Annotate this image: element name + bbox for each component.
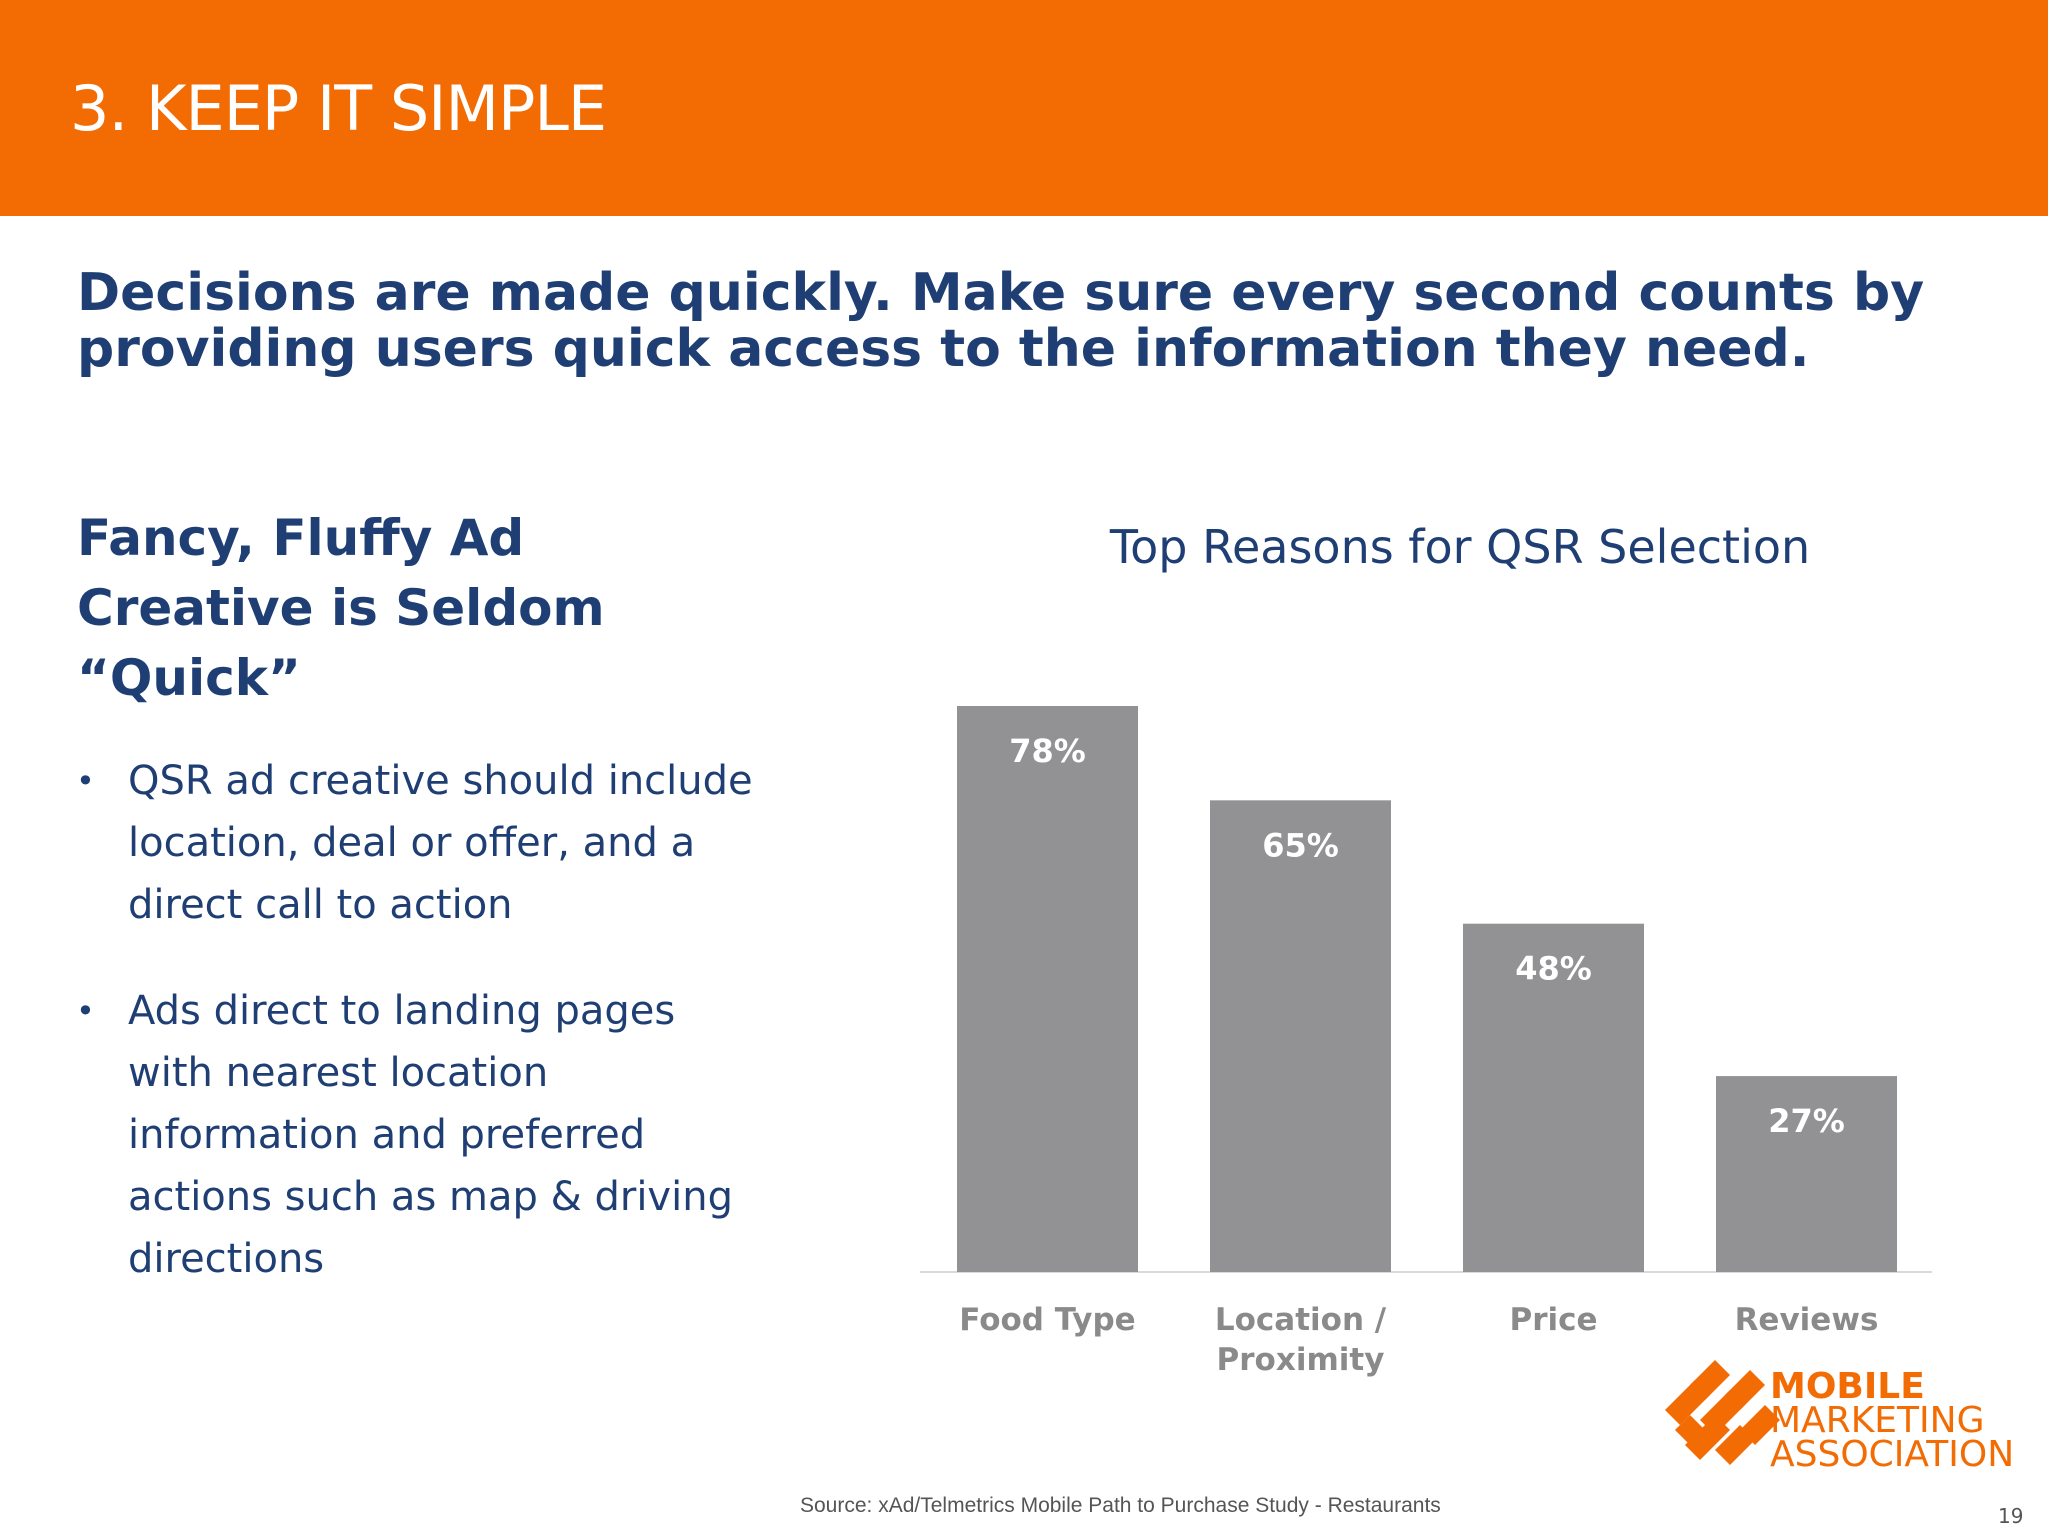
bar-food-type — [957, 706, 1138, 1272]
subhead-line-1: Fancy, Fluffy Ad — [77, 509, 525, 567]
logo-line-2: MARKETING — [1770, 1400, 1985, 1441]
bar-price — [1463, 923, 1644, 1272]
bar-location-proximity — [1210, 800, 1391, 1272]
x-tick-label: Proximity — [1217, 1342, 1385, 1378]
logo-line-1: MOBILE — [1770, 1366, 1925, 1407]
x-tick-label: Food Type — [959, 1302, 1135, 1338]
bar-reviews — [1716, 1076, 1897, 1272]
x-tick-label: Reviews — [1735, 1302, 1879, 1338]
bullet-line: directions — [128, 1236, 325, 1282]
headline-line-2: providing users quick access to the info… — [77, 319, 1810, 379]
subhead-line-3: “Quick” — [77, 649, 301, 707]
data-label: 78% — [1009, 732, 1086, 770]
x-tick-label: Price — [1509, 1302, 1597, 1338]
mma-logo-icon — [1665, 1360, 1780, 1465]
bullet-line: with nearest location — [128, 1050, 549, 1096]
bullet-list: • QSR ad creative should include locatio… — [72, 750, 832, 1334]
bullet-item: • Ads direct to landing pages with neare… — [72, 980, 832, 1290]
bullet-line: location, deal or offer, and a — [128, 820, 696, 866]
data-label: 65% — [1262, 826, 1339, 864]
subhead: Fancy, Fluffy Ad Creative is Seldom “Qui… — [77, 503, 717, 713]
mma-logo-text: MOBILE MARKETING ASSOCIATION — [1770, 1366, 2015, 1475]
data-label: 27% — [1768, 1102, 1845, 1140]
bullet-item: • QSR ad creative should include locatio… — [72, 750, 832, 936]
source-note: Source: xAd/Telmetrics Mobile Path to Pu… — [800, 1494, 1441, 1517]
bullet-marker: • — [76, 992, 95, 1030]
slide-title: 3. KEEP IT SIMPLE — [70, 72, 607, 145]
chart-title: Top Reasons for QSR Selection — [1109, 520, 1811, 574]
x-tick-label: Location / — [1215, 1302, 1387, 1338]
bullet-line: direct call to action — [128, 882, 513, 928]
bullet-line: actions such as map & driving — [128, 1174, 733, 1220]
bullet-line: QSR ad creative should include — [128, 758, 753, 804]
page-number: 19 — [1998, 1504, 2024, 1528]
data-label: 48% — [1515, 950, 1592, 988]
header-bar: 3. KEEP IT SIMPLE — [0, 0, 2048, 216]
bullet-marker: • — [76, 762, 95, 800]
logo-line-3: ASSOCIATION — [1770, 1434, 2015, 1475]
headline-line-1: Decisions are made quickly. Make sure ev… — [77, 263, 1925, 323]
headline: Decisions are made quickly. Make sure ev… — [77, 265, 1977, 377]
bullet-line: Ads direct to landing pages — [128, 988, 676, 1034]
subhead-line-2: Creative is Seldom — [77, 579, 605, 637]
bullet-line: information and preferred — [128, 1112, 646, 1158]
